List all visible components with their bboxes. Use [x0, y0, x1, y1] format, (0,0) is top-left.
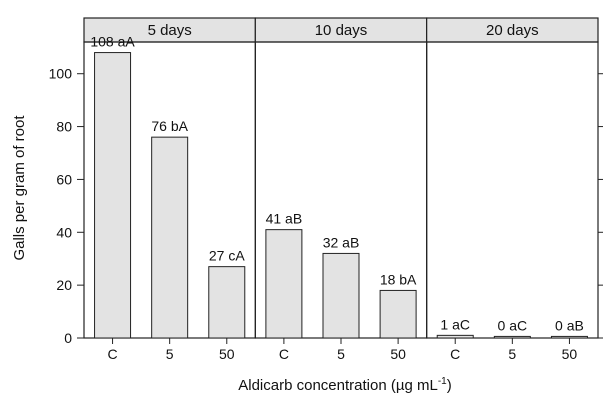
bar	[493, 335, 531, 339]
bar	[379, 289, 417, 339]
panel-strip-label: 20 days	[486, 22, 539, 39]
x-tick-label: C	[107, 346, 117, 362]
x-axis-title-sup: -1	[438, 376, 447, 387]
bar	[94, 52, 132, 339]
data-label: 32 aB	[323, 234, 360, 250]
data-label: 1 aC	[440, 316, 470, 332]
y-tick-label: 80	[56, 119, 72, 135]
panel-frame	[426, 41, 599, 339]
panel-strip	[83, 17, 256, 43]
y-tick-label: 60	[56, 171, 72, 187]
x-axis-title-main: Aldicarb concentration (µg mL	[238, 377, 438, 394]
panel-strip-label: 5 days	[148, 22, 192, 39]
bar	[151, 136, 189, 339]
y-tick-label: 40	[56, 224, 72, 240]
data-label: 0 aB	[555, 317, 584, 333]
data-label: 41 aB	[266, 211, 303, 227]
data-label: 108 aA	[90, 34, 135, 50]
x-tick-label: C	[450, 346, 460, 362]
y-tick-label: 0	[64, 330, 72, 346]
panel-1: 5 days 108 aA 76 bA 27 cA	[83, 17, 256, 339]
x-tick-label: 50	[562, 346, 578, 362]
data-label: 18 bA	[380, 271, 417, 287]
y-tick-label: 100	[49, 66, 73, 82]
x-tick-label: 50	[390, 346, 406, 362]
panel-2: 10 days 41 aB 32 aB 18 bA	[254, 17, 428, 339]
bar	[436, 334, 474, 339]
x-tick-label: 5	[166, 346, 174, 362]
x-axis-title: Aldicarb concentration (µg mL-1)	[238, 376, 451, 394]
x-tick-label: C	[279, 346, 289, 362]
y-axis-title: Galls per gram of root	[11, 115, 28, 261]
panel-strip	[426, 17, 599, 43]
bar	[265, 229, 303, 339]
y-tick-label: 20	[56, 277, 72, 293]
x-tick-label: 5	[337, 346, 345, 362]
y-axis: 0 20 40 60 80 100	[49, 66, 603, 346]
x-tick-label: 5	[508, 346, 516, 362]
data-label: 0 aC	[498, 317, 528, 333]
x-axis-title-close: )	[447, 377, 452, 394]
x-tick-label: 50	[219, 346, 235, 362]
bar	[550, 335, 588, 339]
bar	[208, 266, 246, 339]
data-label: 27 cA	[209, 248, 245, 264]
data-label: 76 bA	[151, 118, 188, 134]
bar	[322, 252, 360, 339]
panel-strip-label: 10 days	[315, 22, 368, 39]
panel-3: 20 days 1 aC 0 aC 0 aB	[426, 17, 599, 339]
x-axis: C 5 50 C 5 50 C 5 50	[107, 338, 577, 362]
